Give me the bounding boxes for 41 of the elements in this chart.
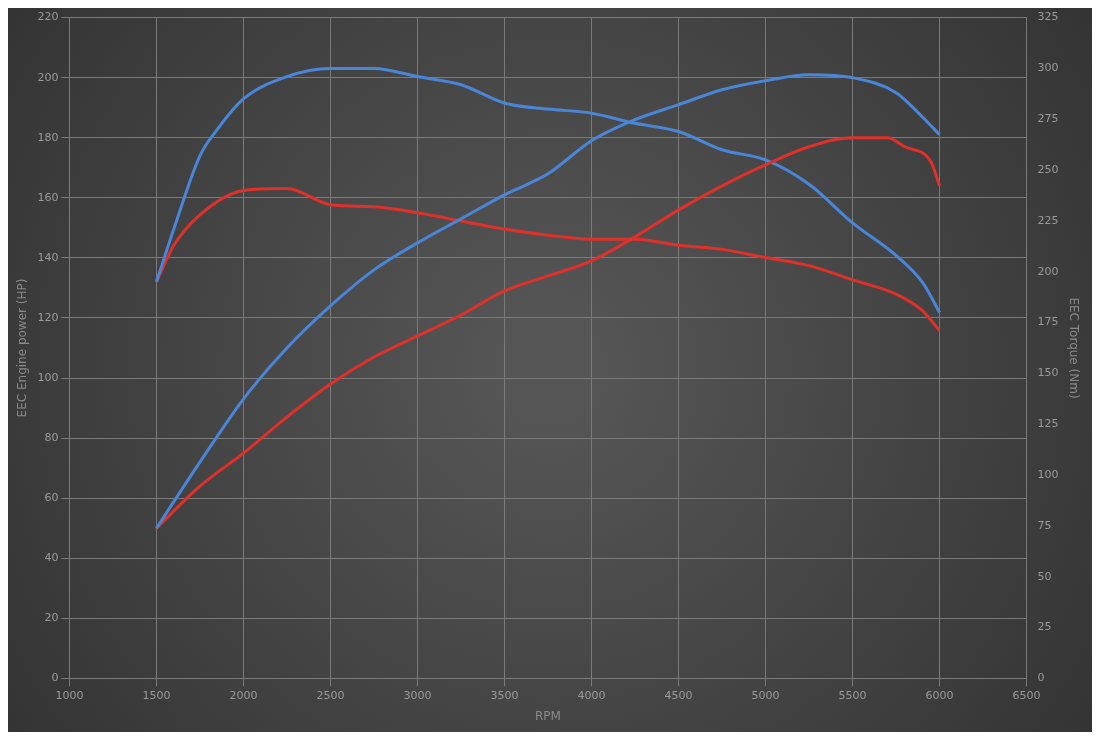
- x-tick-label: 2000: [229, 688, 258, 702]
- x-tick-label: 5500: [838, 688, 867, 702]
- x-axis-title: RPM: [535, 708, 561, 723]
- y-tick-label: 140: [37, 250, 59, 264]
- x-tick-label: 6500: [1012, 688, 1041, 702]
- x-tick-label: 1500: [142, 688, 171, 702]
- y-tick-label: 200: [37, 70, 59, 84]
- y2-tick-label: 25: [1037, 620, 1052, 634]
- y2-tick-label: 175: [1037, 315, 1059, 329]
- y-tick-label: 60: [44, 491, 59, 505]
- y2-axis-title: EEC Torque (Nm): [1066, 297, 1081, 399]
- y2-tick-label: 125: [1037, 417, 1059, 431]
- y2-tick-label: 275: [1037, 112, 1059, 126]
- y-tick-label: 0: [51, 671, 59, 685]
- x-tick-label: 1000: [55, 688, 84, 702]
- y2-tick-label: 200: [1037, 264, 1059, 278]
- y-tick-label: 100: [37, 370, 59, 384]
- x-tick-label: 2500: [316, 688, 345, 702]
- y-tick-label: 220: [37, 10, 59, 24]
- y2-tick-label: 225: [1037, 213, 1059, 227]
- y-tick-label: 180: [37, 130, 59, 144]
- x-tick-label: 5000: [751, 688, 780, 702]
- x-tick-label: 6000: [925, 688, 954, 702]
- y2-tick-label: 75: [1037, 518, 1052, 532]
- y2-tick-label: 50: [1037, 569, 1052, 583]
- y2-tick-label: 150: [1037, 366, 1059, 380]
- y-tick-label: 160: [37, 190, 59, 204]
- x-tick-label: 3500: [490, 688, 519, 702]
- x-tick-label: 4500: [664, 688, 693, 702]
- x-tick-label: 3000: [403, 688, 432, 702]
- y2-tick-label: 300: [1037, 61, 1059, 75]
- y2-tick-label: 325: [1037, 10, 1059, 24]
- y2-tick-label: 100: [1037, 467, 1059, 481]
- y-axis-title: EEC Engine power (HP): [15, 278, 30, 418]
- y2-tick-label: 0: [1037, 671, 1045, 685]
- y-tick-label: 80: [44, 430, 59, 444]
- y2-tick-label: 250: [1037, 162, 1059, 176]
- y-tick-label: 40: [44, 551, 59, 565]
- x-tick-label: 4000: [577, 688, 606, 702]
- y-tick-label: 20: [44, 611, 59, 625]
- y-tick-label: 120: [37, 310, 59, 324]
